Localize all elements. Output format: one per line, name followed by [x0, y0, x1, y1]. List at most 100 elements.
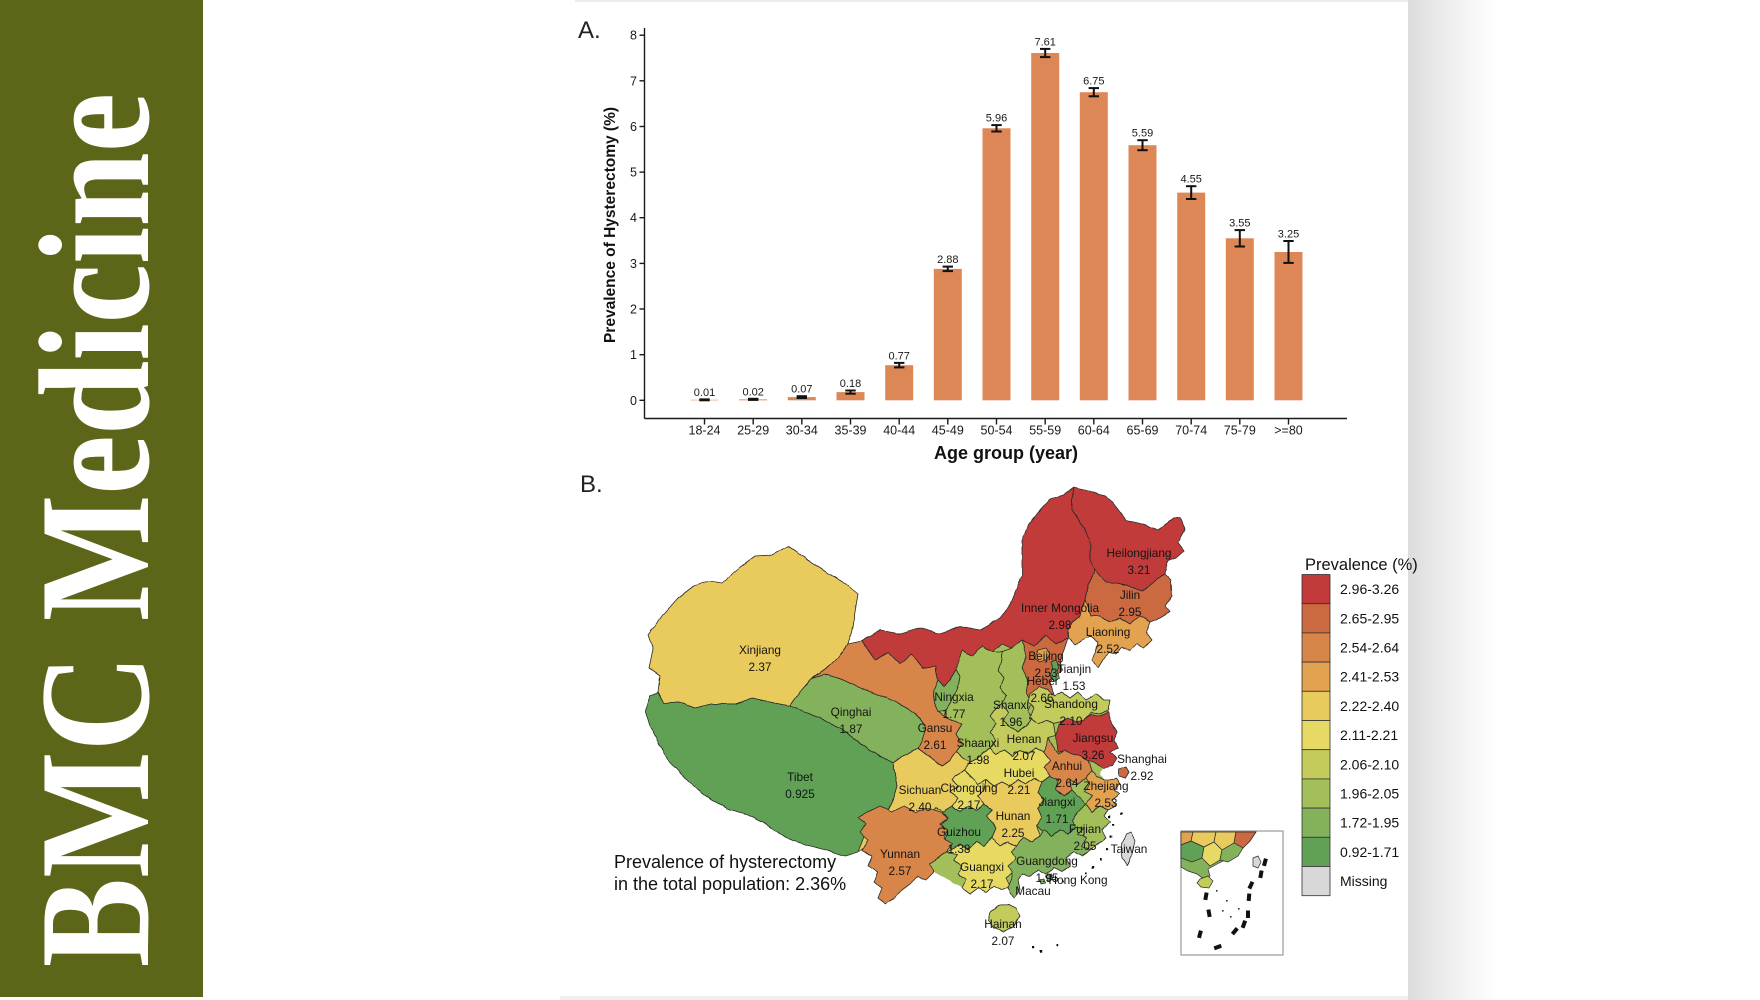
- svg-text:2.66: 2.66: [1031, 691, 1054, 705]
- svg-text:Anhui: Anhui: [1052, 759, 1082, 773]
- svg-text:Shanghai: Shanghai: [1117, 752, 1167, 766]
- svg-text:0: 0: [630, 394, 637, 408]
- svg-text:Ningxia: Ningxia: [934, 690, 974, 704]
- svg-text:2.06-2.10: 2.06-2.10: [1340, 756, 1399, 772]
- svg-text:2.41-2.53: 2.41-2.53: [1340, 669, 1399, 685]
- svg-text:Shaanxi: Shaanxi: [957, 736, 1000, 750]
- svg-text:2.52: 2.52: [1097, 642, 1120, 656]
- svg-text:6: 6: [630, 120, 637, 134]
- svg-text:Jilin: Jilin: [1120, 588, 1140, 602]
- svg-text:25-29: 25-29: [737, 424, 769, 438]
- svg-text:Jiangxi: Jiangxi: [1039, 795, 1076, 809]
- svg-text:1.38: 1.38: [948, 842, 971, 856]
- svg-text:2: 2: [630, 303, 637, 317]
- svg-text:45-49: 45-49: [932, 424, 964, 438]
- svg-text:2.05: 2.05: [1074, 839, 1097, 853]
- svg-text:2.10: 2.10: [1060, 714, 1083, 728]
- svg-text:2.17: 2.17: [971, 877, 994, 891]
- svg-text:2.25: 2.25: [1002, 826, 1025, 840]
- svg-text:Henan: Henan: [1007, 732, 1042, 746]
- svg-text:2.65-2.95: 2.65-2.95: [1340, 610, 1399, 626]
- svg-text:Tibet: Tibet: [787, 770, 814, 784]
- svg-text:3.55: 3.55: [1229, 218, 1250, 230]
- svg-text:60-64: 60-64: [1078, 424, 1110, 438]
- svg-text:3.21: 3.21: [1128, 563, 1151, 577]
- svg-text:Prevalence of hysterectomy: Prevalence of hysterectomy: [614, 852, 836, 872]
- svg-text:1.98: 1.98: [967, 753, 990, 767]
- svg-text:1.96-2.05: 1.96-2.05: [1340, 786, 1399, 802]
- svg-text:2.64: 2.64: [1056, 776, 1079, 790]
- svg-text:2.17: 2.17: [958, 798, 981, 812]
- svg-text:75-79: 75-79: [1224, 424, 1256, 438]
- svg-text:30-34: 30-34: [786, 424, 818, 438]
- svg-text:6.75: 6.75: [1083, 76, 1104, 88]
- svg-text:Shandong: Shandong: [1044, 697, 1098, 711]
- svg-text:Jiangsu: Jiangsu: [1073, 731, 1114, 745]
- svg-text:Gansu: Gansu: [918, 721, 953, 735]
- svg-text:Xinjiang: Xinjiang: [739, 643, 781, 657]
- svg-text:2.53: 2.53: [1035, 666, 1058, 680]
- svg-text:1.77: 1.77: [943, 707, 966, 721]
- svg-text:2.11-2.21: 2.11-2.21: [1340, 727, 1398, 743]
- svg-text:70-74: 70-74: [1175, 424, 1207, 438]
- svg-text:BMC Medicine: BMC Medicine: [7, 93, 183, 967]
- svg-text:1.96: 1.96: [1000, 715, 1023, 729]
- svg-text:Guangdong: Guangdong: [1016, 854, 1078, 868]
- svg-text:Hebei: Hebei: [1027, 674, 1058, 688]
- svg-text:2.21: 2.21: [1008, 783, 1031, 797]
- svg-text:2.96-3.26: 2.96-3.26: [1340, 581, 1399, 597]
- svg-text:0.77: 0.77: [888, 350, 909, 362]
- svg-text:Chongqing: Chongqing: [940, 781, 997, 795]
- svg-text:in the total population: 2.36%: in the total population: 2.36%: [614, 874, 846, 894]
- svg-text:3: 3: [630, 257, 637, 271]
- svg-text:1.87: 1.87: [840, 722, 863, 736]
- svg-text:Guangxi: Guangxi: [960, 860, 1004, 874]
- svg-text:Heilongjiang: Heilongjiang: [1107, 546, 1172, 560]
- svg-text:18-24: 18-24: [689, 424, 721, 438]
- svg-text:40-44: 40-44: [883, 424, 915, 438]
- svg-text:2.40: 2.40: [909, 800, 932, 814]
- svg-text:Taiwan: Taiwan: [1111, 842, 1148, 856]
- svg-text:55-59: 55-59: [1029, 424, 1061, 438]
- svg-text:50-54: 50-54: [981, 424, 1013, 438]
- svg-text:Liaoning: Liaoning: [1086, 625, 1131, 639]
- svg-text:5.96: 5.96: [986, 113, 1007, 125]
- svg-text:0.07: 0.07: [791, 384, 812, 396]
- svg-text:3.26: 3.26: [1082, 748, 1105, 762]
- svg-text:1.95: 1.95: [1036, 871, 1059, 885]
- svg-text:Fujian: Fujian: [1069, 822, 1101, 836]
- svg-text:2.92: 2.92: [1131, 769, 1154, 783]
- svg-text:Age group (year): Age group (year): [934, 443, 1078, 463]
- svg-text:Qinghai: Qinghai: [831, 705, 872, 719]
- svg-text:0.02: 0.02: [742, 386, 763, 398]
- svg-text:0.18: 0.18: [840, 378, 861, 390]
- svg-text:B.: B.: [580, 471, 603, 498]
- svg-text:2.53: 2.53: [1095, 796, 1118, 810]
- svg-text:4.55: 4.55: [1180, 174, 1201, 186]
- svg-text:Yunnan: Yunnan: [880, 847, 920, 861]
- svg-text:Tianjin: Tianjin: [1057, 662, 1091, 676]
- svg-text:>=80: >=80: [1274, 424, 1303, 438]
- svg-text:Prevalence of Hysterectomy (%): Prevalence of Hysterectomy (%): [602, 107, 619, 343]
- svg-text:7: 7: [630, 74, 637, 88]
- svg-text:1.72-1.95: 1.72-1.95: [1340, 815, 1399, 831]
- svg-text:Hong Kong: Hong Kong: [1048, 873, 1107, 887]
- svg-text:7.61: 7.61: [1034, 36, 1055, 48]
- svg-text:1.71: 1.71: [1046, 812, 1069, 826]
- svg-text:0.01: 0.01: [694, 387, 715, 399]
- svg-text:2.88: 2.88: [937, 254, 958, 266]
- svg-text:2.07: 2.07: [992, 934, 1015, 948]
- svg-text:0.92-1.71: 0.92-1.71: [1340, 844, 1399, 860]
- svg-text:Zhejiang: Zhejiang: [1083, 779, 1128, 793]
- svg-text:1.53: 1.53: [1063, 679, 1086, 693]
- svg-text:Hainan: Hainan: [984, 917, 1021, 931]
- svg-text:Guizhou: Guizhou: [937, 825, 981, 839]
- svg-text:Inner Mongolia: Inner Mongolia: [1021, 601, 1099, 615]
- svg-text:0.925: 0.925: [785, 787, 815, 801]
- svg-text:Prevalence (%): Prevalence (%): [1305, 556, 1418, 574]
- svg-text:1: 1: [630, 348, 637, 362]
- svg-text:A.: A.: [578, 17, 601, 44]
- svg-text:8: 8: [630, 29, 637, 43]
- svg-text:2.22-2.40: 2.22-2.40: [1340, 698, 1399, 714]
- svg-text:35-39: 35-39: [835, 424, 867, 438]
